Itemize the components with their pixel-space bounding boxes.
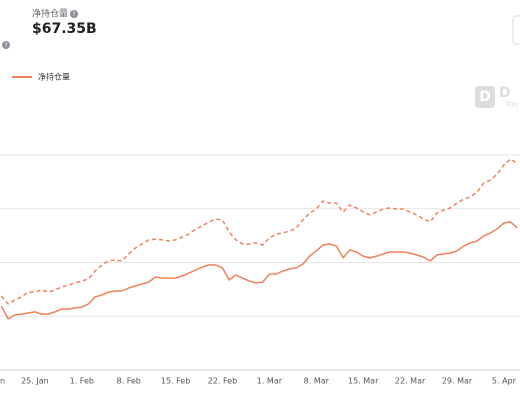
series-line — [0, 158, 518, 305]
help-icon-mark: ? — [72, 11, 75, 18]
watermark-icon — [475, 86, 495, 108]
x-tick-label: 15. Mar — [348, 377, 379, 386]
x-tick-label: 22. Feb — [208, 377, 237, 386]
x-tick-label: 15. Feb — [161, 377, 190, 386]
x-tick-label: n — [0, 377, 5, 386]
x-tick-label: 22. Mar — [395, 377, 426, 386]
x-tick-label: 25. Jan — [21, 377, 49, 386]
x-tick-label: 8. Feb — [117, 377, 141, 386]
help-icon[interactable] — [70, 10, 78, 18]
watermark-logo: D — [479, 89, 491, 105]
watermark-text: D — [499, 85, 511, 101]
header-label: 净持仓量 — [32, 8, 68, 20]
watermark-sub: You — [504, 100, 519, 109]
series-line — [0, 221, 518, 320]
x-tick-label: 1. Feb — [70, 377, 94, 386]
x-tick-label: 29. Mar — [442, 377, 473, 386]
x-tick-label: 1. Mar — [257, 377, 283, 386]
header-value: $67.35B — [32, 21, 97, 37]
legend-label: 净持仓量 — [38, 72, 70, 82]
button-edge[interactable] — [512, 15, 520, 45]
x-tick-label: 5. Apr — [492, 377, 517, 386]
x-tick-label: 8. Mar — [304, 377, 330, 386]
help-icon-mark: ? — [4, 42, 7, 49]
help-icon[interactable] — [2, 41, 10, 49]
